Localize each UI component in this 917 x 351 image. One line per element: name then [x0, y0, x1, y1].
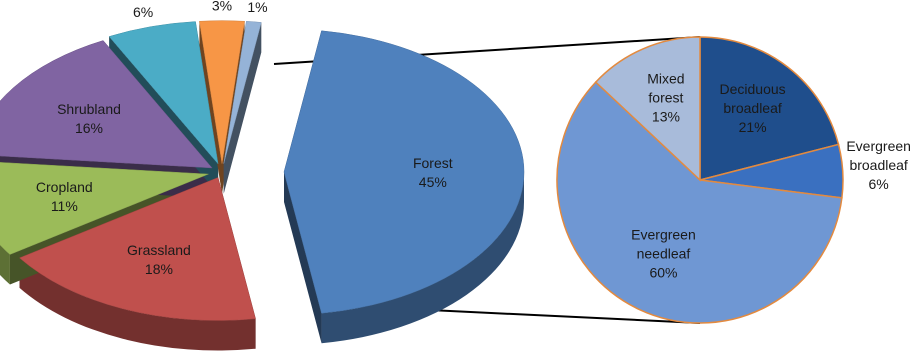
shrubland-label: Shrubland: [57, 101, 121, 117]
grassland-value-label: 18%: [145, 261, 173, 277]
deciduous-broadleaf-label-line-1: broadleaf: [723, 100, 781, 116]
shrubland-slice: [0, 40, 213, 169]
evergreen-needleaf-label-line-1: needleaf: [637, 246, 691, 262]
forest-breakdown-pie: Deciduous broadleaf 21% Evergreen broadleaf 6…: [556, 36, 911, 324]
shrubland-value-label: 16%: [75, 120, 103, 136]
grassland-label: Grassland: [127, 242, 191, 258]
savanna-value-label: 3%: [212, 0, 232, 13]
forest-radial-face-1: [284, 172, 322, 344]
deciduous-broadleaf-value-label: 21%: [739, 119, 767, 135]
mixed-forest-label-line-0: Mixed: [647, 70, 684, 86]
other-slice: [223, 21, 262, 164]
wetland-label: Wetland: [118, 0, 169, 1]
savanna-radial-face-0: [199, 21, 222, 194]
grassland-side-wall: [19, 257, 256, 351]
grassland-slice: [19, 177, 256, 321]
mixed-forest-slice: [594, 36, 701, 182]
cropland-value-label: 11%: [51, 198, 78, 214]
evergreen-broadleaf-label-line-1: broadleaf: [849, 157, 907, 173]
forest-value-label: 45%: [419, 174, 447, 190]
mixed-forest-value-label: 13%: [652, 108, 680, 124]
land-cover-pie: Forest 45% Grassland 18% Cropland 11% Shrublan…: [0, 0, 525, 351]
cropland-side-wall: [0, 244, 10, 285]
evergreen-needleaf-slice: [556, 81, 843, 324]
cropland-slice: [0, 162, 209, 255]
mixed-forest-label-line-1: forest: [648, 89, 683, 105]
evergreen-broadleaf-value-label: 6%: [869, 176, 889, 192]
wetland-slice: [108, 21, 219, 165]
deciduous-broadleaf-label-line-0: Deciduous: [720, 81, 786, 97]
forest-label: Forest: [413, 155, 453, 171]
forest-slice: [283, 30, 525, 314]
other-radial-face-1: [223, 22, 262, 194]
evergreen-needleaf-label-line-0: Evergreen: [631, 227, 696, 243]
forest-side-wall: [321, 172, 524, 344]
evergreen-needleaf-value-label: 60%: [649, 265, 677, 281]
deciduous-broadleaf-slice: [699, 36, 840, 181]
wetland-value-label: 6%: [133, 4, 153, 20]
other-value-label: 1%: [247, 0, 267, 15]
evergreen-broadleaf-label-line-0: Evergreen: [846, 138, 911, 154]
savanna-slice: [199, 20, 245, 164]
cropland-label: Cropland: [36, 179, 93, 195]
